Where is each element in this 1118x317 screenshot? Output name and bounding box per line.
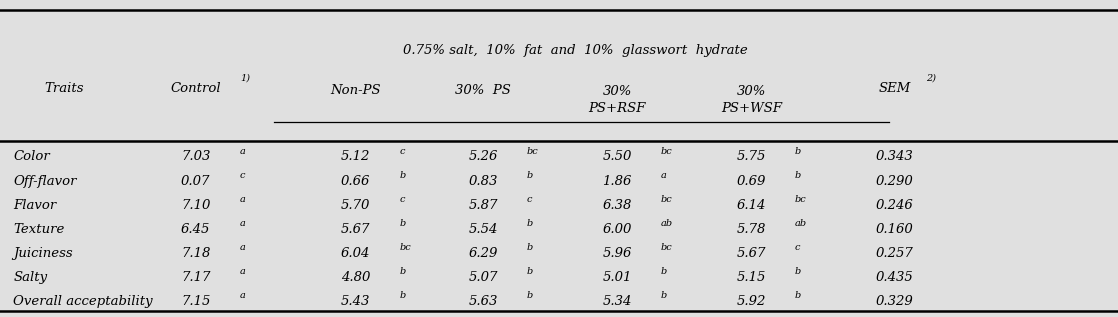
Text: 0.69: 0.69 <box>737 174 766 188</box>
Text: c: c <box>399 147 405 156</box>
Text: b: b <box>661 291 667 300</box>
Text: b: b <box>661 267 667 276</box>
Text: a: a <box>239 147 245 156</box>
Text: 0.290: 0.290 <box>875 174 913 188</box>
Text: 0.75% salt,  10%  fat  and  10%  glasswort  hydrate: 0.75% salt, 10% fat and 10% glasswort hy… <box>404 44 748 57</box>
Text: 6.14: 6.14 <box>737 198 766 212</box>
Text: 7.10: 7.10 <box>181 198 210 212</box>
Text: 5.96: 5.96 <box>603 247 632 260</box>
Text: 0.07: 0.07 <box>181 174 210 188</box>
Text: 0.257: 0.257 <box>875 247 913 260</box>
Text: 0.66: 0.66 <box>341 174 370 188</box>
Text: Overall acceptability: Overall acceptability <box>13 295 153 308</box>
Text: 5.01: 5.01 <box>603 271 632 284</box>
Text: b: b <box>527 291 533 300</box>
Text: 5.34: 5.34 <box>603 295 632 308</box>
Text: a: a <box>239 267 245 276</box>
Text: bc: bc <box>527 147 539 156</box>
Text: 5.70: 5.70 <box>341 198 370 212</box>
Text: b: b <box>399 267 406 276</box>
Text: 7.17: 7.17 <box>181 271 210 284</box>
Text: bc: bc <box>795 195 807 204</box>
Text: ab: ab <box>661 219 673 228</box>
Text: Texture: Texture <box>13 223 65 236</box>
Text: a: a <box>239 219 245 228</box>
Text: 5.12: 5.12 <box>341 150 370 164</box>
Text: Traits: Traits <box>44 82 84 95</box>
Text: 7.03: 7.03 <box>181 150 210 164</box>
Text: 5.92: 5.92 <box>737 295 766 308</box>
Text: 0.329: 0.329 <box>875 295 913 308</box>
Text: 0.246: 0.246 <box>875 198 913 212</box>
Text: 5.63: 5.63 <box>468 295 498 308</box>
Text: bc: bc <box>661 195 673 204</box>
Text: Non-PS: Non-PS <box>330 84 381 97</box>
Text: 30%
PS+RSF: 30% PS+RSF <box>588 85 646 115</box>
Text: Off-flavor: Off-flavor <box>13 174 77 188</box>
Text: 30%  PS: 30% PS <box>455 84 511 97</box>
Text: 6.04: 6.04 <box>341 247 370 260</box>
Text: Flavor: Flavor <box>13 198 57 212</box>
Text: b: b <box>527 171 533 180</box>
Text: 5.67: 5.67 <box>737 247 766 260</box>
Text: b: b <box>399 291 406 300</box>
Text: a: a <box>239 291 245 300</box>
Text: b: b <box>527 219 533 228</box>
Text: 5.43: 5.43 <box>341 295 370 308</box>
Text: 5.67: 5.67 <box>341 223 370 236</box>
Text: 0.83: 0.83 <box>468 174 498 188</box>
Text: b: b <box>399 219 406 228</box>
Text: 5.50: 5.50 <box>603 150 632 164</box>
Text: 5.26: 5.26 <box>468 150 498 164</box>
Text: a: a <box>239 243 245 252</box>
Text: 6.29: 6.29 <box>468 247 498 260</box>
Text: b: b <box>527 243 533 252</box>
Text: b: b <box>527 267 533 276</box>
Text: SEM: SEM <box>879 82 910 95</box>
Text: bc: bc <box>661 243 673 252</box>
Text: c: c <box>527 195 532 204</box>
Text: 5.78: 5.78 <box>737 223 766 236</box>
Text: Control: Control <box>170 82 221 95</box>
Text: 6.38: 6.38 <box>603 198 632 212</box>
Text: bc: bc <box>661 147 673 156</box>
Text: Color: Color <box>13 150 50 164</box>
Text: a: a <box>239 195 245 204</box>
Text: Salty: Salty <box>13 271 48 284</box>
Text: a: a <box>661 171 666 180</box>
Text: 2): 2) <box>926 73 936 82</box>
Text: ab: ab <box>795 219 807 228</box>
Text: 5.15: 5.15 <box>737 271 766 284</box>
Text: b: b <box>795 267 802 276</box>
Text: c: c <box>399 195 405 204</box>
Text: Juiciness: Juiciness <box>13 247 73 260</box>
Text: 5.07: 5.07 <box>468 271 498 284</box>
Text: 5.75: 5.75 <box>737 150 766 164</box>
Text: b: b <box>795 291 802 300</box>
Text: c: c <box>239 171 245 180</box>
Text: 6.00: 6.00 <box>603 223 632 236</box>
Text: 30%
PS+WSF: 30% PS+WSF <box>721 85 781 115</box>
Text: 4.80: 4.80 <box>341 271 370 284</box>
Text: 0.160: 0.160 <box>875 223 913 236</box>
Text: b: b <box>795 171 802 180</box>
Text: 7.18: 7.18 <box>181 247 210 260</box>
Text: bc: bc <box>399 243 411 252</box>
Text: b: b <box>399 171 406 180</box>
Text: 0.435: 0.435 <box>875 271 913 284</box>
Text: 7.15: 7.15 <box>181 295 210 308</box>
Text: 1): 1) <box>240 73 250 82</box>
Text: 5.87: 5.87 <box>468 198 498 212</box>
Text: 0.343: 0.343 <box>875 150 913 164</box>
Text: c: c <box>795 243 800 252</box>
Text: 6.45: 6.45 <box>181 223 210 236</box>
Text: 5.54: 5.54 <box>468 223 498 236</box>
Text: 1.86: 1.86 <box>603 174 632 188</box>
Text: b: b <box>795 147 802 156</box>
